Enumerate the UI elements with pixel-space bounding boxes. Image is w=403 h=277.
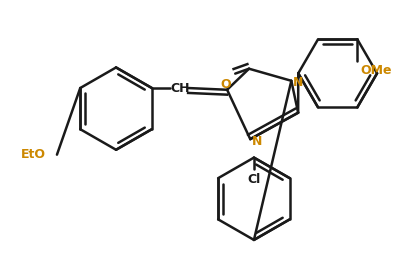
Text: N: N — [252, 135, 263, 148]
Text: OMe: OMe — [360, 64, 392, 77]
Text: O: O — [220, 78, 231, 91]
Text: Cl: Cl — [247, 173, 261, 186]
Text: CH: CH — [170, 81, 190, 94]
Text: N: N — [293, 76, 304, 89]
Text: EtO: EtO — [21, 148, 46, 161]
